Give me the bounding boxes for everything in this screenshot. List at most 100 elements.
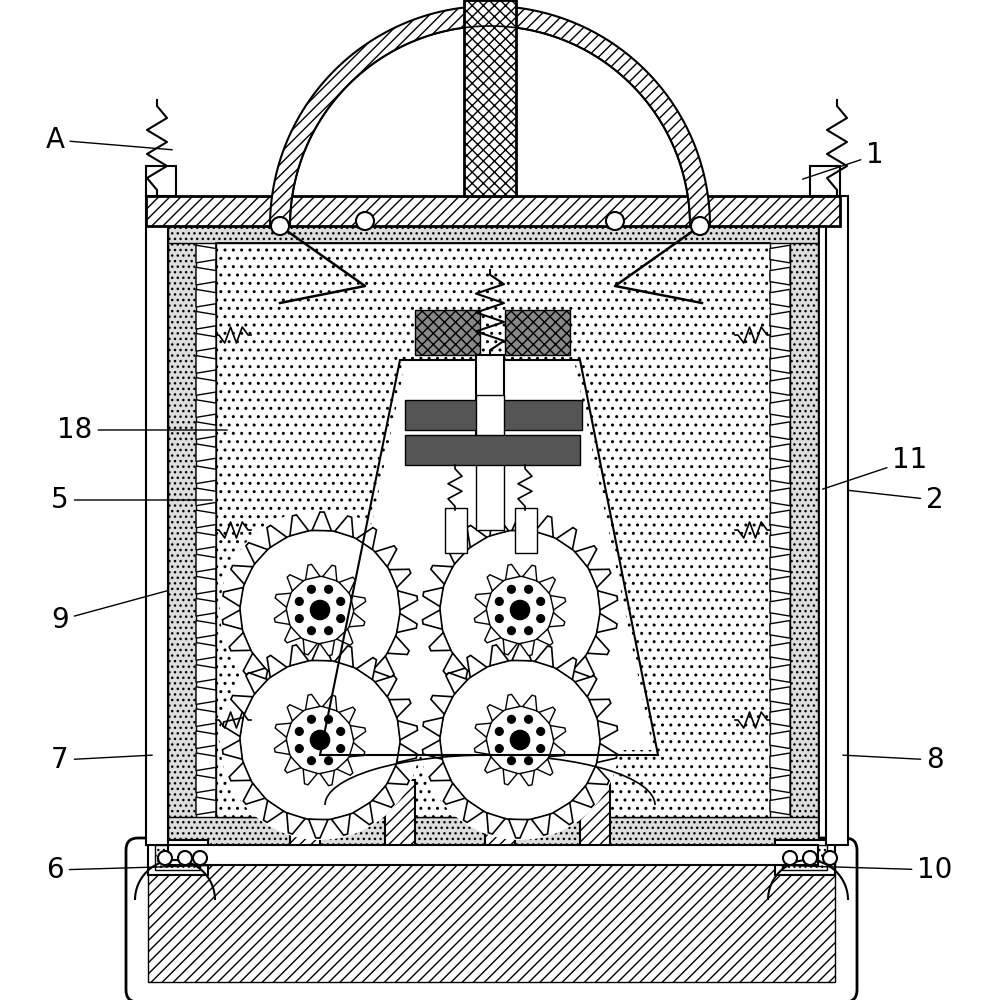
Polygon shape — [443, 783, 465, 804]
Polygon shape — [770, 245, 790, 263]
Polygon shape — [467, 655, 487, 677]
Polygon shape — [572, 656, 594, 677]
Polygon shape — [373, 786, 394, 807]
Circle shape — [507, 757, 515, 765]
Polygon shape — [246, 543, 267, 564]
Bar — [405, 400, 485, 430]
Bar — [155, 845, 200, 870]
Polygon shape — [446, 543, 468, 564]
Polygon shape — [398, 721, 418, 740]
Bar — [168, 215, 196, 845]
Polygon shape — [196, 731, 216, 749]
Polygon shape — [503, 639, 517, 655]
Polygon shape — [487, 683, 505, 704]
Bar — [146, 196, 168, 845]
Polygon shape — [770, 532, 790, 550]
Polygon shape — [537, 759, 552, 775]
Polygon shape — [475, 723, 491, 737]
Circle shape — [606, 212, 624, 230]
Circle shape — [487, 576, 553, 644]
Circle shape — [823, 851, 837, 865]
Polygon shape — [267, 655, 287, 677]
Bar — [775, 840, 835, 875]
Polygon shape — [431, 566, 453, 584]
Polygon shape — [285, 627, 301, 643]
Circle shape — [178, 851, 192, 865]
Polygon shape — [770, 267, 790, 285]
Polygon shape — [339, 707, 355, 723]
Bar — [445, 508, 467, 553]
Polygon shape — [196, 444, 216, 462]
Polygon shape — [287, 683, 306, 704]
Polygon shape — [770, 289, 790, 307]
Circle shape — [495, 597, 503, 605]
Polygon shape — [770, 422, 790, 439]
Polygon shape — [339, 577, 355, 593]
Polygon shape — [287, 813, 306, 834]
Polygon shape — [423, 610, 442, 629]
Polygon shape — [274, 610, 290, 624]
Circle shape — [271, 217, 289, 235]
Polygon shape — [770, 334, 790, 351]
Polygon shape — [475, 593, 491, 607]
Circle shape — [510, 600, 530, 620]
Polygon shape — [467, 525, 487, 547]
Polygon shape — [196, 422, 216, 439]
Polygon shape — [196, 356, 216, 373]
Circle shape — [537, 597, 545, 605]
Polygon shape — [196, 621, 216, 638]
Bar — [168, 845, 818, 865]
Polygon shape — [770, 731, 790, 749]
Polygon shape — [267, 525, 287, 547]
Polygon shape — [303, 769, 318, 785]
Bar — [146, 196, 840, 226]
Polygon shape — [349, 743, 365, 757]
Polygon shape — [512, 642, 532, 661]
Polygon shape — [263, 670, 284, 692]
Polygon shape — [488, 575, 503, 591]
Circle shape — [525, 715, 533, 723]
Circle shape — [803, 851, 817, 865]
Circle shape — [440, 530, 600, 690]
Polygon shape — [598, 591, 617, 610]
Polygon shape — [270, 6, 710, 226]
Polygon shape — [446, 673, 468, 694]
Circle shape — [337, 597, 345, 605]
Circle shape — [286, 576, 354, 644]
Circle shape — [295, 615, 304, 623]
Polygon shape — [387, 636, 409, 654]
Polygon shape — [387, 766, 409, 784]
Circle shape — [507, 627, 515, 635]
Polygon shape — [430, 633, 451, 651]
Circle shape — [295, 597, 304, 605]
Bar — [216, 243, 770, 817]
Polygon shape — [553, 803, 573, 825]
Text: A: A — [45, 126, 172, 154]
Polygon shape — [464, 800, 484, 822]
Polygon shape — [770, 797, 790, 815]
Polygon shape — [770, 643, 790, 660]
Polygon shape — [550, 726, 565, 740]
Polygon shape — [275, 593, 291, 607]
Bar — [476, 355, 504, 455]
Polygon shape — [505, 564, 520, 580]
Polygon shape — [770, 356, 790, 373]
Polygon shape — [505, 694, 520, 710]
Circle shape — [295, 727, 304, 735]
Polygon shape — [770, 775, 790, 793]
Polygon shape — [196, 466, 216, 484]
Bar — [168, 215, 818, 243]
Circle shape — [240, 530, 400, 690]
Polygon shape — [231, 566, 253, 584]
Polygon shape — [196, 643, 216, 660]
Polygon shape — [556, 528, 576, 550]
Polygon shape — [770, 466, 790, 484]
Polygon shape — [443, 653, 465, 674]
Polygon shape — [335, 516, 353, 537]
Polygon shape — [356, 528, 376, 550]
Text: 9: 9 — [51, 591, 167, 634]
Circle shape — [308, 627, 316, 635]
Polygon shape — [770, 665, 790, 682]
Bar — [505, 310, 570, 355]
Polygon shape — [503, 769, 517, 785]
